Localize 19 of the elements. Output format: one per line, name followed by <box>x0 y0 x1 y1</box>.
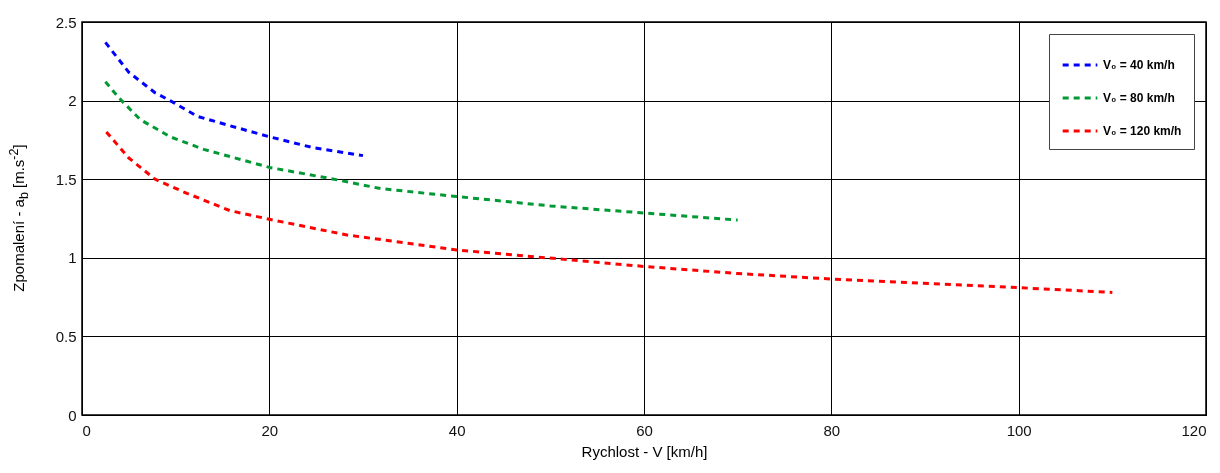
x-axis-title: Rychlost - V [km/h] <box>581 442 708 460</box>
x-tick-label: 60 <box>636 421 653 439</box>
legend-label: V₀ = 80 km/h <box>1103 91 1175 105</box>
legend-label: V₀ = 40 km/h <box>1103 58 1175 72</box>
y-tick-label: 1 <box>68 249 77 267</box>
y-tick-label: 0 <box>68 406 77 424</box>
x-tick-label: 120 <box>1181 421 1207 439</box>
y-tick-label: 2 <box>68 92 77 110</box>
y-tick-label: 0.5 <box>55 327 77 345</box>
x-tick-label: 20 <box>261 421 279 439</box>
x-tick-label: 40 <box>448 421 466 439</box>
x-tick-label: 100 <box>1006 421 1032 439</box>
line-series <box>103 40 365 158</box>
legend-label: V₀ = 120 km/h <box>1103 124 1182 138</box>
y-tick-label: 2.5 <box>55 13 77 31</box>
line-series <box>103 80 740 222</box>
x-tick-label: 0 <box>82 421 91 439</box>
y-tick-label: 1.5 <box>55 170 77 188</box>
x-tick-label: 80 <box>823 421 841 439</box>
